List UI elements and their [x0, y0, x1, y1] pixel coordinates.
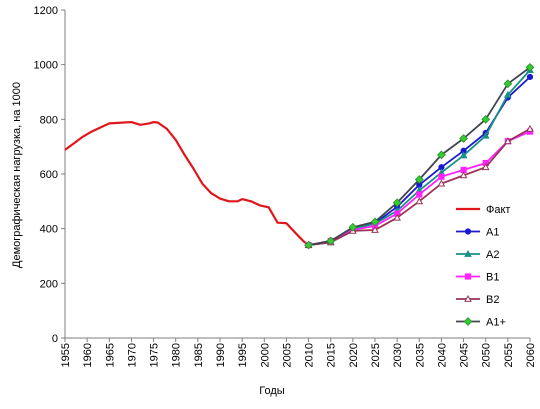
data-point: [304, 240, 313, 250]
data-point: [525, 63, 535, 72]
data-point: [526, 124, 534, 132]
data-point: [393, 213, 401, 221]
data-point: [437, 150, 446, 160]
x-tick-label: 2015: [326, 343, 338, 367]
y-axis-title: Демографическая нагрузка, на 1000: [11, 82, 23, 268]
data-point: [504, 90, 512, 98]
data-point: [371, 226, 379, 233]
legend-item: Факт: [456, 204, 510, 216]
legend-item: A1+: [456, 317, 506, 329]
data-point: [416, 191, 423, 198]
x-tick-label: 1985: [193, 343, 205, 367]
y-tick-label: 1000: [34, 60, 58, 72]
x-tick-label: 1970: [126, 343, 138, 367]
y-tick-label: 0: [52, 333, 58, 345]
data-point: [438, 173, 445, 180]
x-tick-label: 1975: [149, 343, 161, 367]
x-tick-label: 1960: [82, 343, 94, 367]
data-point: [392, 198, 402, 208]
data-point: [415, 197, 424, 205]
data-point: [370, 217, 380, 227]
x-tick-label: 2050: [481, 343, 493, 367]
legend-label: A1+: [486, 317, 506, 329]
x-tick-label: 2060: [525, 343, 537, 367]
y-tick-label: 800: [40, 114, 58, 126]
x-tick-label: 2005: [281, 343, 293, 367]
data-point: [481, 163, 490, 171]
legend-item: B1: [456, 272, 499, 284]
legend-marker: [464, 294, 472, 302]
x-tick-label: 1995: [237, 343, 249, 367]
x-tick-label: 2025: [370, 343, 382, 367]
series-layer: [64, 63, 535, 250]
legend-label: B2: [486, 294, 499, 306]
series-line: [308, 69, 531, 246]
legend-item: B2: [456, 294, 499, 306]
x-tick-label: 2040: [436, 343, 448, 367]
x-tick-label: 2010: [304, 343, 316, 367]
legend-marker: [464, 249, 472, 257]
x-tick-label: 2030: [392, 343, 404, 367]
data-point: [326, 236, 336, 246]
axes: 0 200 400 600 800 1000 1200 1955 1960 1965 1970 197…: [34, 5, 537, 367]
x-tick-label: 2000: [259, 343, 271, 367]
x-tick-label: 1965: [104, 343, 116, 367]
data-point: [348, 222, 358, 232]
data-point: [459, 134, 468, 143]
legend: Факт A1 A2 B1 B2 A1+: [456, 204, 510, 329]
data-point: [459, 171, 468, 179]
x-tick-label: 1980: [171, 343, 183, 367]
legend-marker: [464, 228, 472, 235]
legend-label: Факт: [486, 204, 510, 216]
x-tick-label: 2045: [459, 343, 471, 367]
y-tick-label: 600: [40, 169, 58, 181]
x-tick-label: 2055: [503, 343, 515, 367]
legend-label: B1: [486, 272, 499, 284]
data-point: [414, 175, 424, 184]
x-axis-title: Годы: [259, 385, 285, 397]
legend-item: A2: [456, 249, 499, 261]
series-line: [308, 66, 531, 246]
data-point: [504, 137, 512, 145]
series-Факт: [64, 120, 331, 247]
data-point: [526, 73, 534, 81]
x-tick-label: 2035: [414, 343, 426, 367]
series-A1+: [304, 63, 535, 250]
legend-label: A2: [486, 249, 499, 261]
data-point: [481, 131, 490, 139]
y-tick-label: 200: [40, 278, 58, 290]
x-tick-label: 2020: [348, 343, 360, 367]
data-point: [481, 114, 491, 124]
x-tick-label: 1955: [60, 343, 72, 367]
series-line: [64, 120, 331, 247]
legend-item: A1: [456, 227, 499, 239]
series-A2: [304, 66, 534, 248]
data-point: [459, 151, 468, 159]
data-point: [503, 79, 513, 89]
series-A1: [305, 73, 534, 249]
data-point: [437, 179, 446, 187]
y-tick-label: 400: [40, 224, 58, 236]
legend-marker: [464, 273, 472, 280]
x-tick-label: 1990: [215, 343, 227, 367]
legend-label: A1: [486, 227, 499, 239]
legend-marker: [463, 317, 473, 326]
y-tick-label: 1200: [34, 5, 58, 17]
